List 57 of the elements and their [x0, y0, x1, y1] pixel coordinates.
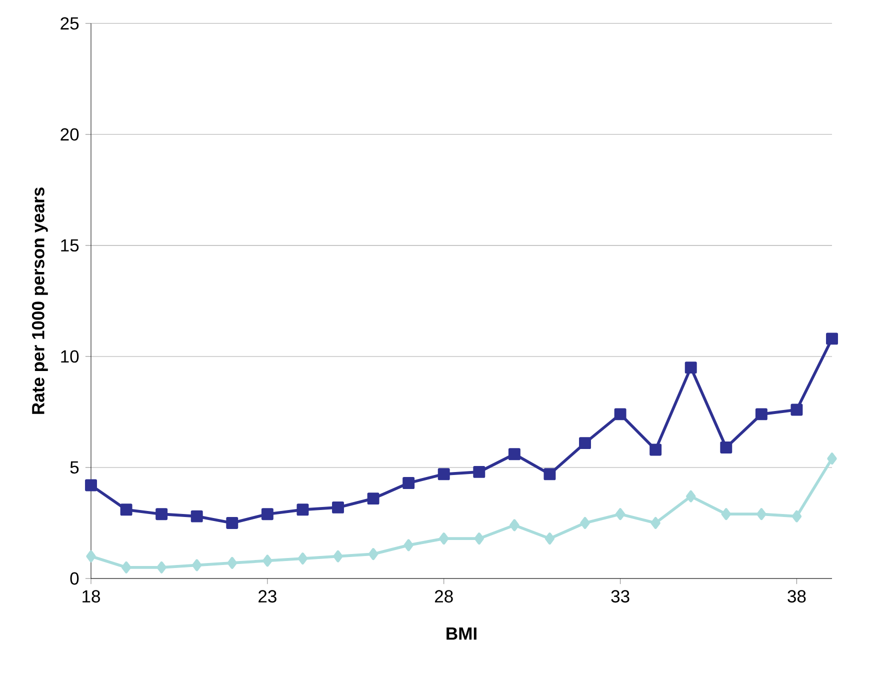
point	[333, 550, 343, 562]
point	[404, 539, 414, 552]
point	[827, 452, 837, 465]
y-tick-label: 5	[70, 461, 79, 474]
point	[684, 362, 697, 374]
point	[614, 408, 626, 420]
point	[756, 508, 766, 520]
point	[121, 561, 132, 574]
y-tick-label: 25	[60, 17, 79, 30]
y-tick-label: 0	[70, 572, 79, 585]
point	[85, 479, 97, 492]
point	[792, 510, 802, 522]
point	[474, 532, 484, 545]
point	[439, 532, 449, 545]
point	[508, 448, 520, 460]
y-tick-label: 15	[61, 239, 79, 252]
point	[473, 466, 486, 478]
point	[402, 477, 415, 489]
point	[86, 550, 96, 562]
point	[826, 332, 838, 345]
point	[227, 556, 237, 569]
point	[650, 517, 660, 529]
point	[298, 552, 308, 564]
point	[580, 517, 590, 529]
point	[296, 504, 309, 516]
x-tick-label: 38	[788, 590, 806, 603]
point	[120, 504, 132, 516]
point	[544, 532, 555, 545]
point	[615, 508, 626, 520]
point	[262, 554, 272, 567]
point	[755, 408, 768, 420]
point	[156, 561, 166, 574]
point	[438, 468, 450, 480]
point	[721, 508, 731, 520]
point	[650, 444, 662, 456]
x-tick-label: 18	[82, 590, 100, 603]
point	[368, 548, 378, 560]
point	[192, 559, 202, 572]
point	[579, 437, 591, 450]
point	[367, 492, 380, 505]
x-axis-title: BMI	[446, 628, 476, 640]
x-tick-label: 23	[258, 590, 276, 603]
point	[190, 510, 203, 522]
point	[720, 442, 732, 454]
point	[686, 490, 696, 502]
x-tick-label: 33	[611, 590, 630, 603]
point	[790, 404, 803, 416]
y-tick-label: 10	[61, 350, 79, 363]
point	[156, 508, 168, 520]
y-tick-label: 20	[60, 128, 79, 141]
y-axis-title: Rate per 1000 person years	[32, 188, 48, 414]
x-tick-label: 28	[434, 590, 453, 603]
point	[261, 508, 274, 520]
point	[544, 468, 556, 480]
point	[332, 501, 344, 514]
point	[226, 517, 238, 529]
point	[510, 519, 520, 532]
